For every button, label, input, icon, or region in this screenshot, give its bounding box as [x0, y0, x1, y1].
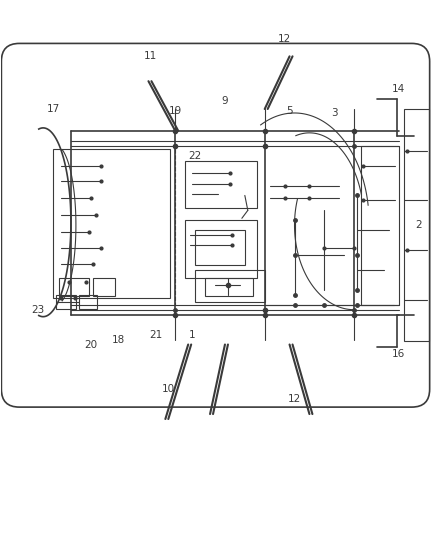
Text: 3: 3 [331, 108, 338, 118]
Text: 10: 10 [162, 384, 175, 394]
Text: 14: 14 [392, 84, 406, 94]
Bar [185, 220, 257, 278]
Bar [93, 278, 115, 296]
Text: 16: 16 [392, 350, 406, 359]
Text: 11: 11 [144, 51, 157, 61]
Text: 21: 21 [149, 329, 162, 340]
Text: 23: 23 [32, 305, 45, 314]
Text: 17: 17 [46, 104, 60, 114]
Text: 5: 5 [286, 106, 293, 116]
Bar [56, 295, 76, 309]
Bar [404, 109, 429, 341]
Text: 12: 12 [288, 394, 301, 404]
Text: 18: 18 [112, 335, 125, 344]
Bar [205, 278, 253, 296]
Text: 12: 12 [278, 35, 291, 44]
Bar [195, 270, 265, 302]
Text: 2: 2 [415, 220, 422, 230]
Text: 9: 9 [222, 96, 228, 106]
Bar [195, 230, 245, 265]
Text: 20: 20 [84, 340, 97, 350]
Text: 22: 22 [188, 151, 202, 161]
Text: 19: 19 [169, 106, 182, 116]
Text: 1: 1 [189, 329, 195, 340]
Bar [79, 295, 97, 309]
Bar [361, 146, 399, 305]
Bar [53, 149, 170, 298]
Bar [59, 278, 89, 296]
Bar [185, 160, 257, 208]
